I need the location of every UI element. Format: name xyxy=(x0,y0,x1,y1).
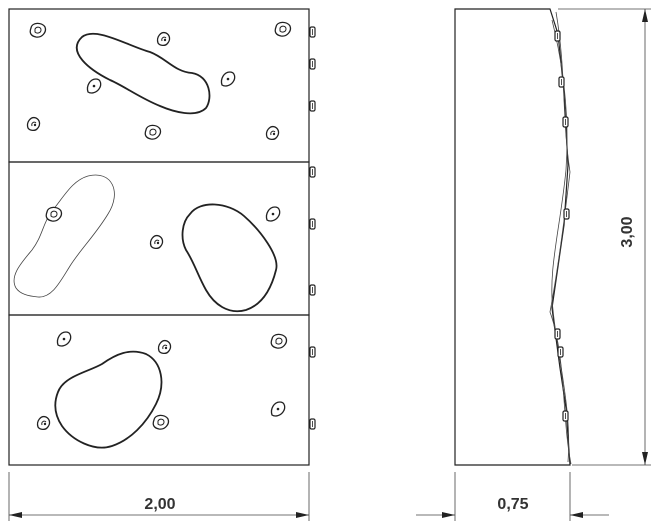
edge-hold-icon xyxy=(309,346,316,358)
climbing-hold-icon xyxy=(86,78,102,94)
edge-hold-icon xyxy=(309,284,316,296)
climbing-hold-icon xyxy=(265,125,280,141)
climbing-hold-icon xyxy=(144,124,162,140)
side-hold-icon xyxy=(563,208,570,220)
edge-hold-icon xyxy=(309,418,316,430)
wall-panel-bottom xyxy=(8,314,310,466)
climbing-hold-icon xyxy=(26,116,41,132)
climbing-hold-icon xyxy=(36,415,51,431)
climbing-hold-icon xyxy=(45,206,63,222)
climbing-volume-icon xyxy=(181,203,278,313)
climbing-hold-icon xyxy=(149,234,164,250)
side-wall-profile xyxy=(454,8,571,466)
height-label: 3,00 xyxy=(619,216,636,247)
front-view: 2,00 xyxy=(8,8,316,521)
side-hold-icon xyxy=(562,116,569,128)
climbing-hold-icon xyxy=(220,71,236,87)
edge-hold-icon xyxy=(309,26,316,38)
width-label: 2,00 xyxy=(144,496,175,513)
side-hold-icon xyxy=(554,30,561,42)
depth-label: 0,75 xyxy=(497,496,528,513)
side-hold-icon xyxy=(558,76,565,88)
edge-hold-icon xyxy=(309,166,316,178)
climbing-hold-icon xyxy=(265,206,281,222)
depth-dimension: 0,75 xyxy=(416,472,609,521)
climbing-volume-icon xyxy=(13,174,115,298)
wall-panel-top xyxy=(8,8,310,163)
edge-hold-icon xyxy=(309,100,316,112)
climbing-hold-icon xyxy=(156,31,171,47)
side-view: 3,00 0,75 xyxy=(416,8,651,521)
edge-hold-icon xyxy=(309,218,316,230)
climbing-hold-icon xyxy=(157,339,172,355)
width-dimension: 2,00 xyxy=(8,472,310,521)
climbing-hold-icon xyxy=(270,333,288,349)
climbing-volume-icon xyxy=(54,350,163,449)
edge-hold-icon xyxy=(309,58,316,70)
side-hold-icon xyxy=(562,410,569,422)
side-hold-icon xyxy=(557,346,564,358)
height-dimension: 3,00 xyxy=(558,8,651,466)
climbing-volume-icon xyxy=(75,32,211,115)
climbing-hold-icon xyxy=(56,331,72,347)
side-hold-icon xyxy=(554,328,561,340)
climbing-hold-icon xyxy=(274,21,292,37)
climbing-hold-icon xyxy=(270,401,286,417)
climbing-hold-icon xyxy=(29,22,47,38)
climbing-hold-icon xyxy=(152,414,170,430)
